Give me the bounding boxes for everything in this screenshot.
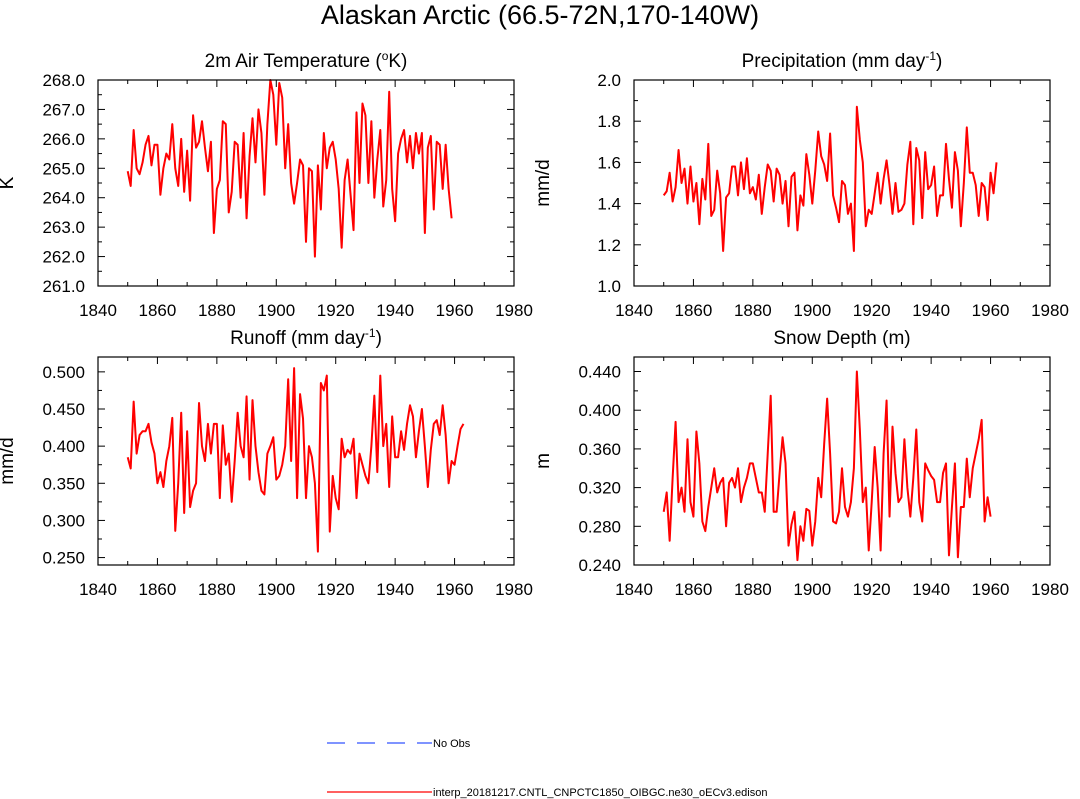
y-tick-label: 1.4 <box>597 195 621 214</box>
y-tick-label: 0.500 <box>42 363 85 382</box>
y-tick-label: 261.0 <box>42 277 85 296</box>
x-tick-label: 1840 <box>79 301 117 320</box>
x-tick-label: 1840 <box>615 301 653 320</box>
y-axis-label: m <box>533 453 554 469</box>
x-tick-label: 1860 <box>139 301 177 320</box>
series-line-runoff <box>126 367 465 553</box>
panel-snow: Snow Depth (m) m 1840 1860 1880 1900 1920 1940 1… <box>533 328 1069 599</box>
x-tick-label: 1900 <box>257 301 295 320</box>
series-line-snow <box>662 370 992 562</box>
x-tick-label: 1960 <box>972 301 1010 320</box>
x-tick-label: 1880 <box>734 301 772 320</box>
panel-group: 2m Air Temperature (oK) K 1840 1860 1880 1900… <box>0 49 1069 599</box>
x-tick-label: 1960 <box>436 580 474 599</box>
legend-model-label: interp_20181217.CNTL_CNPCTC1850_OIBGC.ne… <box>433 787 767 799</box>
legend: No Obs interp_20181217.CNTL_CNPCTC1850_O… <box>327 738 767 799</box>
panel-precipitation: Precipitation (mm day-1) mm/d 1840 1860 1880… <box>533 49 1069 320</box>
y-tick-label: 1.0 <box>597 277 621 296</box>
x-tick-label: 1920 <box>317 580 355 599</box>
x-tick-label: 1880 <box>198 580 236 599</box>
x-tick-label: 1860 <box>675 580 713 599</box>
y-tick-label: 265.0 <box>42 159 85 178</box>
y-tick-label: 0.440 <box>578 363 621 382</box>
panel-title: Runoff (mm day-1) <box>230 326 382 349</box>
x-tick-label: 1960 <box>436 301 474 320</box>
panel-temperature: 2m Air Temperature (oK) K 1840 1860 1880 1900… <box>0 49 533 320</box>
x-tick-label: 1880 <box>734 580 772 599</box>
y-axis-label: mm/d <box>533 159 554 207</box>
figure-title: Alaskan Arctic (66.5-72N,170-140W) <box>321 0 759 30</box>
series-line-precipitation <box>662 105 998 252</box>
series-line-temperature <box>126 79 453 258</box>
y-tick-label: 262.0 <box>42 248 85 267</box>
y-tick-label: 0.300 <box>42 511 85 530</box>
y-tick-label: 0.320 <box>578 479 621 498</box>
y-tick-label: 0.400 <box>42 437 85 456</box>
x-tick-label: 1940 <box>376 301 414 320</box>
x-tick-label: 1900 <box>793 301 831 320</box>
x-tick-label: 1920 <box>317 301 355 320</box>
y-tick-label: 266.0 <box>42 130 85 149</box>
x-tick-label: 1960 <box>972 580 1010 599</box>
x-tick-label: 1860 <box>675 301 713 320</box>
legend-no-obs-label: No Obs <box>433 738 471 750</box>
y-tick-label: 1.8 <box>597 112 621 131</box>
plot-frame <box>97 79 515 287</box>
y-tick-label: 0.350 <box>42 474 85 493</box>
y-tick-label: 1.6 <box>597 153 621 172</box>
y-tick-label: 267.0 <box>42 100 85 119</box>
x-tick-label: 1980 <box>495 580 533 599</box>
x-tick-label: 1920 <box>853 580 891 599</box>
x-tick-label: 1900 <box>257 580 295 599</box>
y-tick-label: 0.240 <box>578 556 621 575</box>
y-tick-label: 1.2 <box>597 236 621 255</box>
y-tick-label: 0.450 <box>42 400 85 419</box>
plot-frame <box>97 356 515 566</box>
panel-title: Snow Depth (m) <box>773 328 910 349</box>
x-tick-label: 1940 <box>376 580 414 599</box>
x-tick-label: 1880 <box>198 301 236 320</box>
x-tick-label: 1940 <box>912 301 950 320</box>
y-tick-label: 268.0 <box>42 71 85 90</box>
x-tick-label: 1920 <box>853 301 891 320</box>
x-tick-label: 1840 <box>79 580 117 599</box>
y-tick-label: 2.0 <box>597 71 621 90</box>
y-axis-label: mm/d <box>0 437 18 485</box>
y-tick-label: 0.280 <box>578 517 621 536</box>
y-tick-label: 0.400 <box>578 401 621 420</box>
panel-title: 2m Air Temperature (oK) <box>205 49 408 72</box>
x-tick-label: 1840 <box>615 580 653 599</box>
y-tick-label: 0.360 <box>578 440 621 459</box>
plot-frame <box>633 356 1051 566</box>
panel-title: Precipitation (mm day-1) <box>742 49 943 72</box>
y-tick-label: 263.0 <box>42 218 85 237</box>
y-tick-label: 0.250 <box>42 549 85 568</box>
x-tick-label: 1900 <box>793 580 831 599</box>
x-tick-label: 1980 <box>1031 301 1069 320</box>
x-tick-label: 1980 <box>495 301 533 320</box>
x-tick-label: 1860 <box>139 580 177 599</box>
y-tick-label: 264.0 <box>42 189 85 208</box>
y-axis-label: K <box>0 176 18 189</box>
x-tick-label: 1940 <box>912 580 950 599</box>
plot-frame <box>633 79 1051 287</box>
x-tick-label: 1980 <box>1031 580 1069 599</box>
panel-runoff: Runoff (mm day-1) mm/d 1840 1860 1880 1900 192… <box>0 326 533 599</box>
